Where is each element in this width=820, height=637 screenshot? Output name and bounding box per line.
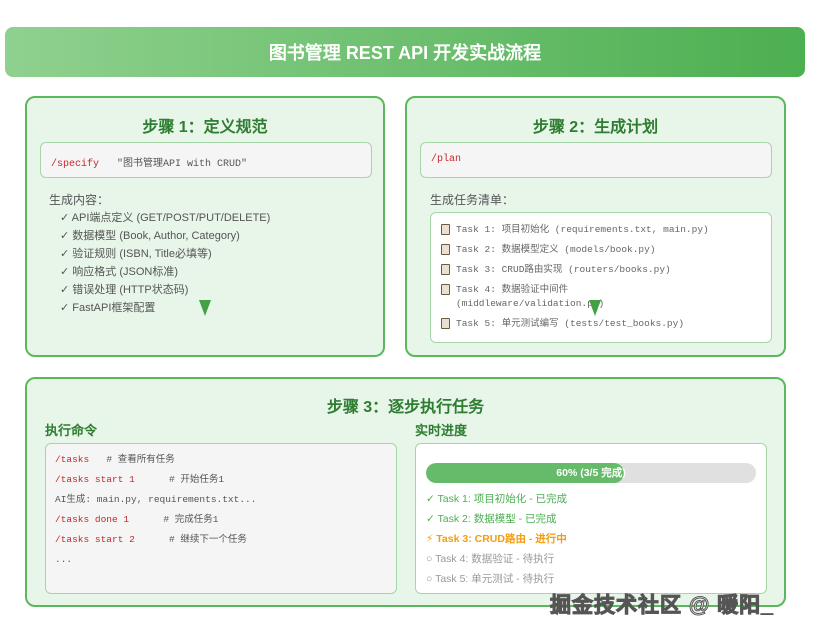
arrow-down-icon (589, 300, 601, 316)
clipboard-icon (441, 244, 450, 255)
clipboard-icon (441, 318, 450, 329)
progress-fill (426, 463, 624, 483)
progress-label: 实时进度 (415, 423, 468, 438)
content-list: ✓ API端点定义 (GET/POST/PUT/DELETE) ✓ 数据模型 (… (60, 209, 270, 317)
status-item: ⚡ Task 3: CRUD路由 - 进行中 (426, 533, 567, 545)
step3-title: 步骤 3：逐步执行任务 (326, 399, 485, 416)
list-item: ✓ 错误处理 (HTTP状态码) (60, 284, 189, 296)
step1-command-box: /specify "图书管理API with CRUD" (40, 142, 372, 178)
page-header: 图书管理 REST API 开发实战流程 (5, 27, 805, 77)
command-line: /tasks # 查看所有任务 (55, 454, 175, 465)
command-line: /tasks start 1 # 开始任务1 (55, 474, 225, 485)
command-line: /tasks start 2 # 继续下一个任务 (55, 534, 247, 545)
clipboard-icon (441, 284, 450, 295)
clipboard-icon (441, 264, 450, 275)
task-item: Task 3: CRUD路由实现 (routers/books.py) (441, 263, 761, 277)
list-item: ✓ API端点定义 (GET/POST/PUT/DELETE) (60, 212, 271, 224)
command-line: AI生成: main.py, requirements.txt... (55, 494, 257, 505)
specify-argument: "图书管理API with CRUD" (117, 159, 248, 170)
progress-bar: 60% (3/5 完成) (426, 463, 756, 483)
list-item: ✓ 验证规则 (ISBN, Title必填等) (60, 248, 212, 260)
clipboard-icon (441, 224, 450, 235)
step3-card: 步骤 3：逐步执行任务 执行命令 实时进度 /tasks # 查看所有任务 /t… (25, 377, 786, 607)
watermark: 掘金技术社区 @ 暖阳_ (550, 594, 774, 618)
progress-box: 60% (3/5 完成) ✓ Task 1: 项目初始化 - 已完成 ✓ Tas… (415, 443, 767, 594)
step1-title: 步骤 1：定义规范 (142, 119, 268, 136)
task-item: Task 1: 项目初始化 (requirements.txt, main.py… (441, 223, 761, 237)
list-item: ✓ 响应格式 (JSON标准) (60, 266, 178, 278)
step2-command-box: /plan (420, 142, 772, 178)
command-line: ... (55, 554, 73, 565)
step2-card: 步骤 2：生成计划 /plan 生成任务清单： Task 1: 项目初始化 (r… (405, 96, 786, 357)
arrow-down-icon (199, 300, 211, 316)
status-item: ○ Task 5: 单元测试 - 待执行 (426, 573, 555, 585)
step1-card: 步骤 1：定义规范 /specify "图书管理API with CRUD" 生… (25, 96, 385, 357)
task-list-label: 生成任务清单： (430, 193, 515, 207)
list-item: ✓ FastAPI框架配置 (60, 302, 156, 314)
list-item: ✓ 数据模型 (Book, Author, Category) (60, 230, 240, 242)
commands-label: 执行命令 (45, 423, 98, 438)
status-item: ✓ Task 2: 数据模型 - 已完成 (426, 513, 557, 525)
task-item: Task 5: 单元测试编写 (tests/test_books.py) (441, 317, 761, 331)
task-list: Task 1: 项目初始化 (requirements.txt, main.py… (430, 212, 772, 343)
content-label: 生成内容： (49, 193, 110, 207)
task-item: Task 4: 数据验证中间件 (middleware/validation.p… (441, 283, 661, 311)
plan-command: /plan (431, 154, 462, 165)
task-item: Task 2: 数据模型定义 (models/book.py) (441, 243, 761, 257)
page-title: 图书管理 REST API 开发实战流程 (268, 43, 542, 63)
step2-title: 步骤 2：生成计划 (532, 119, 659, 136)
specify-command: /specify (51, 159, 100, 170)
status-item: ○ Task 4: 数据验证 - 待执行 (426, 553, 555, 565)
status-item: ✓ Task 1: 项目初始化 - 已完成 (426, 493, 568, 505)
command-line: /tasks done 1 # 完成任务1 (55, 514, 219, 525)
commands-box: /tasks # 查看所有任务 /tasks start 1 # 开始任务1 A… (45, 443, 397, 594)
progress-text: 60% (3/5 完成) (556, 467, 626, 479)
